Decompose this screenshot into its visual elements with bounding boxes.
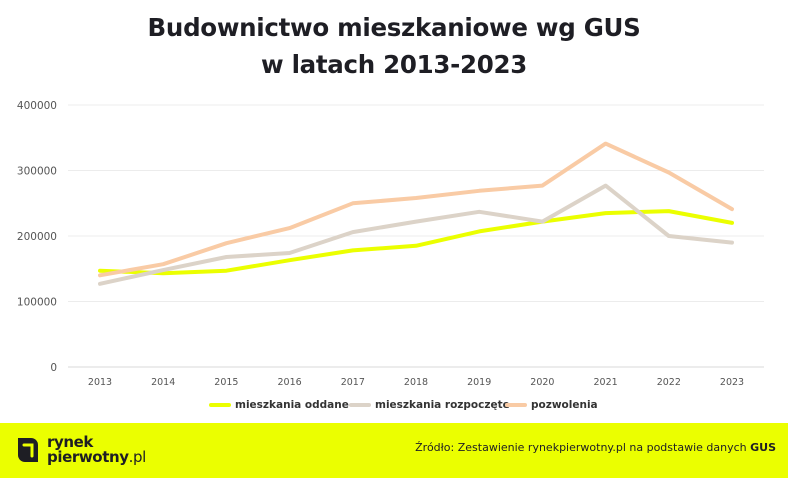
chart-legend: mieszkania oddane mieszkania rozpoczęte … xyxy=(0,398,788,412)
y-tick-label: 200000 xyxy=(17,231,57,243)
x-tick-label: 2014 xyxy=(151,377,175,388)
logo-wordmark: rynek pierwotny.pl xyxy=(47,435,146,465)
x-tick-label: 2015 xyxy=(214,377,238,388)
x-tick-label: 2016 xyxy=(278,377,302,388)
legend-label-mieszkania-rozpoczete: mieszkania rozpoczęte xyxy=(375,399,510,411)
x-tick-label: 2017 xyxy=(341,377,365,388)
logo-domain: .pl xyxy=(128,448,147,466)
source-text: Źródło: Zestawienie rynekpierwotny.pl na… xyxy=(415,441,751,454)
x-tick-label: 2018 xyxy=(404,377,428,388)
legend-swatch-pozwolenia xyxy=(505,403,527,407)
legend-item-mieszkania-oddane: mieszkania oddane xyxy=(209,398,349,412)
x-tick-label: 2023 xyxy=(720,377,744,388)
source-gus: GUS xyxy=(750,441,776,454)
x-tick-label: 2013 xyxy=(88,377,112,388)
legend-item-mieszkania-rozpoczete: mieszkania rozpoczęte xyxy=(349,398,510,412)
series-line-mieszkania-rozpoczęte xyxy=(98,183,734,286)
brand-logo[interactable]: rynek pierwotny.pl xyxy=(15,432,146,468)
line-chart: 0 100000 200000 300000 400000 2013 2014 2015 201… xyxy=(17,100,764,388)
y-tick-label: 0 xyxy=(50,362,57,374)
legend-swatch-mieszkania-rozpoczete xyxy=(349,403,371,407)
x-tick-label: 2021 xyxy=(594,377,618,388)
x-tick-label: 2020 xyxy=(530,377,554,388)
y-tick-label: 400000 xyxy=(17,100,57,112)
y-tick-label: 100000 xyxy=(17,297,57,309)
x-tick-label: 2019 xyxy=(467,377,491,388)
chart-title-line2: w latach 2013-2023 xyxy=(261,50,527,79)
x-tick-label: 2022 xyxy=(657,377,681,388)
legend-swatch-mieszkania-oddane xyxy=(209,403,231,407)
footer-bar: rynek pierwotny.pl Źródło: Zestawienie r… xyxy=(0,423,788,478)
legend-label-pozwolenia: pozwolenia xyxy=(531,399,598,411)
y-tick-label: 300000 xyxy=(17,166,57,178)
logo-mark-icon xyxy=(18,438,38,462)
legend-item-pozwolenia: pozwolenia xyxy=(505,398,598,412)
logo-line1: rynek xyxy=(47,433,94,451)
source-note: Źródło: Zestawienie rynekpierwotny.pl na… xyxy=(415,441,776,454)
chart-title-line1: Budownictwo mieszkaniowe wg GUS xyxy=(147,13,641,42)
logo-line2: pierwotny xyxy=(47,448,129,466)
series-line-pozwolenia xyxy=(98,141,734,278)
legend-label-mieszkania-oddane: mieszkania oddane xyxy=(235,399,349,411)
series-line-mieszkania-oddane xyxy=(98,209,734,276)
